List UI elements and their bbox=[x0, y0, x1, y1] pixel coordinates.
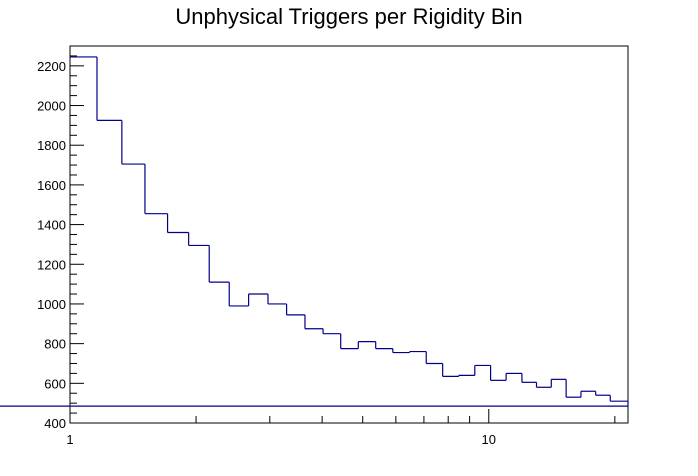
y-axis: 400 600 800 1000 1200 1400 1600 1800 2000 2200 bbox=[37, 45, 84, 431]
x-tick-label: 1 bbox=[66, 432, 73, 447]
plot-frame bbox=[69, 45, 629, 424]
chart-title: Unphysical Triggers per Rigidity Bin bbox=[175, 4, 522, 29]
y-tick-label: 2200 bbox=[37, 59, 66, 74]
y-tick-label: 1200 bbox=[37, 257, 66, 272]
y-tick-label: 1600 bbox=[37, 178, 66, 193]
histogram-series bbox=[0, 56, 629, 407]
x-axis: 1 10 bbox=[66, 409, 616, 447]
y-tick-label: 1800 bbox=[37, 138, 66, 153]
y-tick-label: 1400 bbox=[37, 218, 66, 233]
y-tick-label: 1000 bbox=[37, 297, 66, 312]
y-tick-label: 400 bbox=[44, 416, 66, 431]
y-tick-label: 800 bbox=[44, 337, 66, 352]
x-tick-label: 10 bbox=[482, 432, 496, 447]
y-tick-label: 600 bbox=[44, 376, 66, 391]
y-tick-label: 2000 bbox=[37, 99, 66, 114]
